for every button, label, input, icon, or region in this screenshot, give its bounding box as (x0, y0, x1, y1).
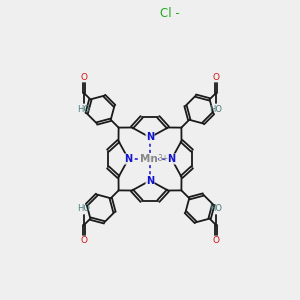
Text: O: O (212, 236, 220, 245)
Text: N: N (167, 154, 176, 164)
Text: Cl -: Cl - (160, 7, 179, 20)
Text: N: N (124, 154, 133, 164)
Text: O: O (80, 236, 88, 245)
Text: Mn: Mn (140, 154, 158, 164)
Text: N: N (146, 132, 154, 142)
Text: 3+: 3+ (158, 154, 169, 163)
Text: O: O (80, 73, 88, 82)
Text: O: O (212, 73, 220, 82)
Text: HO: HO (77, 105, 91, 114)
Text: HO: HO (209, 105, 223, 114)
Text: HO: HO (77, 204, 91, 213)
Text: N: N (146, 176, 154, 186)
Text: HO: HO (209, 204, 223, 213)
